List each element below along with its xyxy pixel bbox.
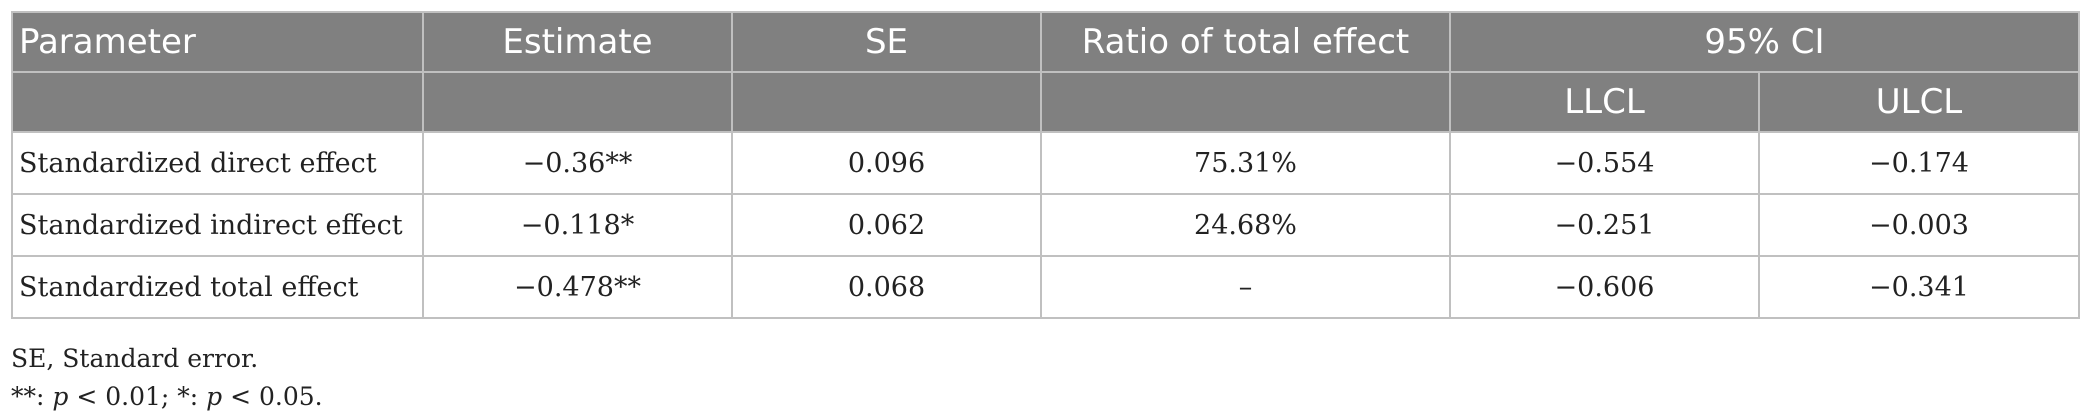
header-se: SE: [731, 11, 1042, 73]
header-ci: 95% CI: [1449, 11, 2080, 73]
cell-ulcl: −0.174: [1758, 131, 2080, 195]
footnote-p-symbol: p: [206, 382, 223, 411]
cell-llcl: −0.606: [1449, 255, 1760, 319]
header-row-2: LLCL ULCL: [11, 71, 2080, 133]
header-row-1: Parameter Estimate SE Ratio of total eff…: [11, 11, 2080, 73]
footnote-sig-mid2: < 0.05.: [222, 382, 323, 411]
footnote-abbreviation: SE, Standard error.: [11, 344, 259, 373]
cell-llcl: −0.251: [1449, 193, 1760, 257]
cell-estimate: −0.478**: [422, 255, 733, 319]
cell-estimate: −0.118*: [422, 193, 733, 257]
header-llcl: LLCL: [1449, 71, 1760, 133]
footnote-sig-prefix: **:: [11, 382, 53, 411]
header-empty-se: [731, 71, 1042, 133]
cell-ulcl: −0.341: [1758, 255, 2080, 319]
cell-parameter: Standardized total effect: [11, 255, 424, 319]
results-table-container: Parameter Estimate SE Ratio of total eff…: [11, 11, 2080, 319]
cell-ratio: 75.31%: [1040, 131, 1451, 195]
cell-estimate: −0.36**: [422, 131, 733, 195]
cell-ratio: 24.68%: [1040, 193, 1451, 257]
header-parameter: Parameter: [11, 11, 424, 73]
table-body: Standardized direct effect −0.36** 0.096…: [11, 131, 2080, 319]
header-empty-parameter: [11, 71, 424, 133]
cell-se: 0.096: [731, 131, 1042, 195]
table-header: Parameter Estimate SE Ratio of total eff…: [11, 11, 2080, 133]
cell-ulcl: −0.003: [1758, 193, 2080, 257]
cell-ratio: –: [1040, 255, 1451, 319]
cell-parameter: Standardized direct effect: [11, 131, 424, 195]
footnote-significance: **: p < 0.01; *: p < 0.05.: [11, 378, 323, 416]
header-ratio: Ratio of total effect: [1040, 11, 1451, 73]
footnote-sig-mid1: < 0.01; *:: [68, 382, 207, 411]
header-empty-ratio: [1040, 71, 1451, 133]
cell-parameter: Standardized indirect effect: [11, 193, 424, 257]
cell-se: 0.068: [731, 255, 1042, 319]
table-footnotes: SE, Standard error. **: p < 0.01; *: p <…: [11, 340, 323, 416]
header-empty-estimate: [422, 71, 733, 133]
cell-se: 0.062: [731, 193, 1042, 257]
table-row: Standardized indirect effect −0.118* 0.0…: [11, 193, 2080, 257]
mediation-effects-table: Parameter Estimate SE Ratio of total eff…: [11, 11, 2080, 319]
table-row: Standardized total effect −0.478** 0.068…: [11, 255, 2080, 319]
cell-llcl: −0.554: [1449, 131, 1760, 195]
header-estimate: Estimate: [422, 11, 733, 73]
footnote-p-symbol: p: [52, 382, 69, 411]
header-ulcl: ULCL: [1758, 71, 2080, 133]
table-row: Standardized direct effect −0.36** 0.096…: [11, 131, 2080, 195]
